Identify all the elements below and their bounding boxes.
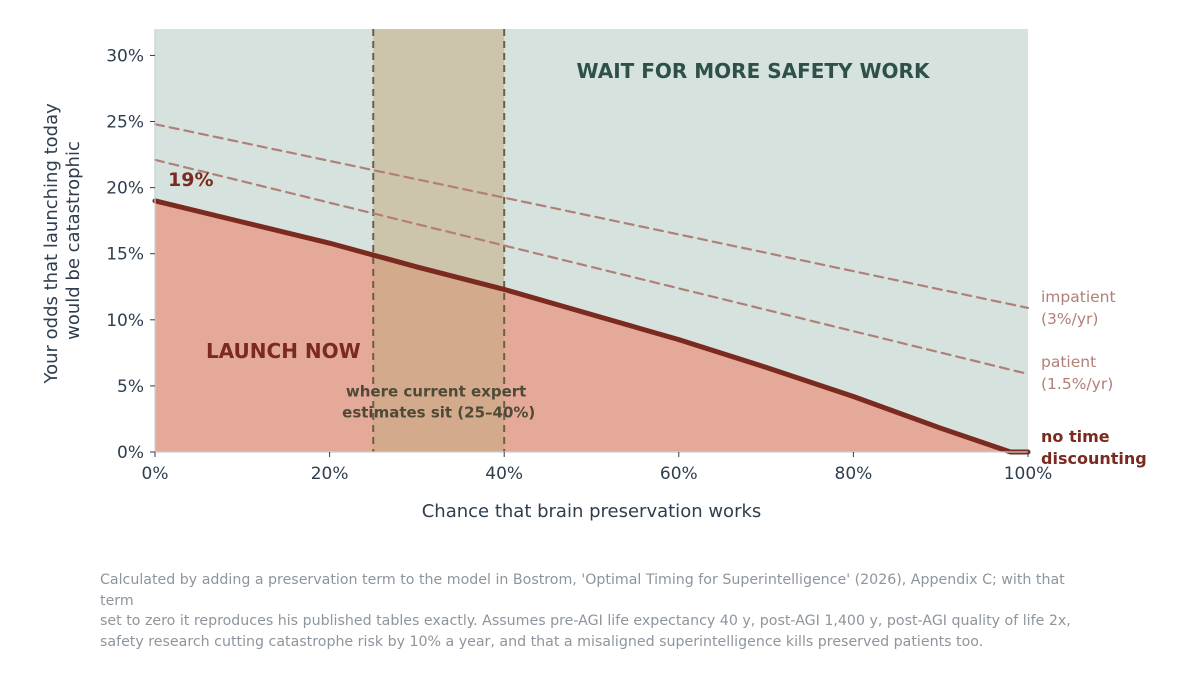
series-label-2: impatient (3%/yr) [1041,288,1116,328]
y-tick-label: 5% [117,377,144,397]
y-axis-label-line-1: Your odds that launching today [41,103,62,385]
caption-line-2: set to zero it reproduces his published … [100,613,1071,629]
series-label-line: patient [1041,353,1096,371]
plot-background [155,29,1028,452]
x-tick-label: 20% [311,464,349,484]
band-label-line-1: where current expert [346,382,526,400]
chart-text: WAIT FOR MORE SAFETY WORK LAUNCH NOW whe… [41,59,931,522]
series-label-line: discounting [1041,449,1147,468]
x-tick-label: 60% [660,464,698,484]
ticks: 0% 20% 40% 60% 80% 100% 0% 5% 10% 15% 20% 25% 30% [106,46,1052,484]
y-tick-label: 10% [106,311,144,331]
series-line-0 [152,198,1031,455]
y-axis-label: Your odds that launching today would be … [41,97,84,384]
y-tick-label: 15% [106,245,144,265]
region-label-wait: WAIT FOR MORE SAFETY WORK [577,59,931,83]
series-layer [152,123,1031,455]
annotation-19-percent: 19% [168,169,213,191]
y-tick-label: 0% [117,443,144,463]
x-tick-label: 40% [485,464,523,484]
x-tick-label: 0% [142,464,169,484]
band-label-line-2: estimates sit (25–40%) [342,404,535,422]
y-axis-label-line-2: would be catastrophic [63,141,84,340]
series-label-line: no time [1041,427,1110,446]
y-tick-label: 30% [106,46,144,66]
caption-line-3: safety research cutting catastrophe risk… [100,633,984,650]
series-label-line: (1.5%/yr) [1041,375,1113,393]
region-label-launch: LAUNCH NOW [206,339,361,363]
x-tick-label: 100% [1004,464,1053,484]
series-label-line: (3%/yr) [1041,310,1098,328]
x-axis-label: Chance that brain preservation works [422,501,762,522]
x-tick-label: 80% [835,464,873,484]
chart: 0% 20% 40% 60% 80% 100% 0% 5% 10% 15% 20% 25% 30% WA… [41,29,1147,522]
caption-line-1: Calculated by adding a preservation term… [100,572,1065,609]
series-label-0: no time discounting [1041,427,1147,468]
band-label: where current expert estimates sit (25–4… [342,382,535,421]
series-line-2 [153,123,1030,310]
series-line-1 [153,158,1030,376]
series-labels: no time discounting patient (1.5%/yr) impati… [1041,288,1147,468]
caption: Calculated by adding a preservation term… [100,570,1100,652]
y-tick-label: 25% [106,113,144,133]
axes [154,29,1028,453]
series-label-1: patient (1.5%/yr) [1041,353,1113,393]
series-label-line: impatient [1041,288,1116,306]
y-tick-label: 20% [106,179,144,199]
